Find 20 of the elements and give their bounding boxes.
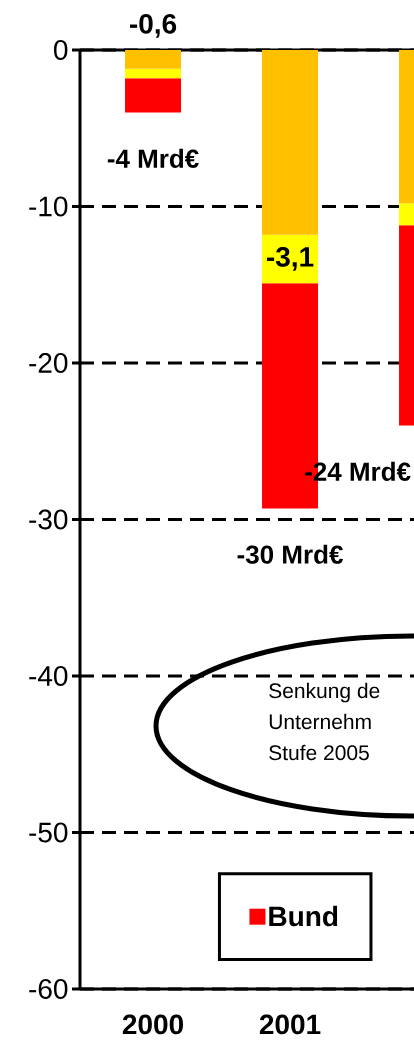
total-label: -30 Mrd€ [237,544,343,564]
x-tick-label: 2000 [122,1014,183,1035]
legend-label: Bund [269,905,338,927]
annotation: Unternehm [269,713,371,730]
bar [125,78,182,113]
y-tick-label: -50 [29,822,68,843]
y-tick-label: -20 [29,353,68,373]
data-label: -0,6 [129,13,177,38]
bar [125,68,182,79]
bar [125,49,182,69]
annotation: Senkung de [269,682,380,703]
y-tick-label: 0 [54,40,68,60]
y-tick-label: -10 [29,196,68,217]
annotation: Stufe 2005 [269,744,369,761]
x-tick-label: 2001 [259,1014,321,1035]
y-tick-label: -40 [29,666,68,686]
y-tick-label: -60 [29,979,68,999]
total-label: -4 Mrd€ [107,148,199,168]
data-label: -3,1 [266,246,314,271]
y-tick-label: -30 [29,509,68,530]
